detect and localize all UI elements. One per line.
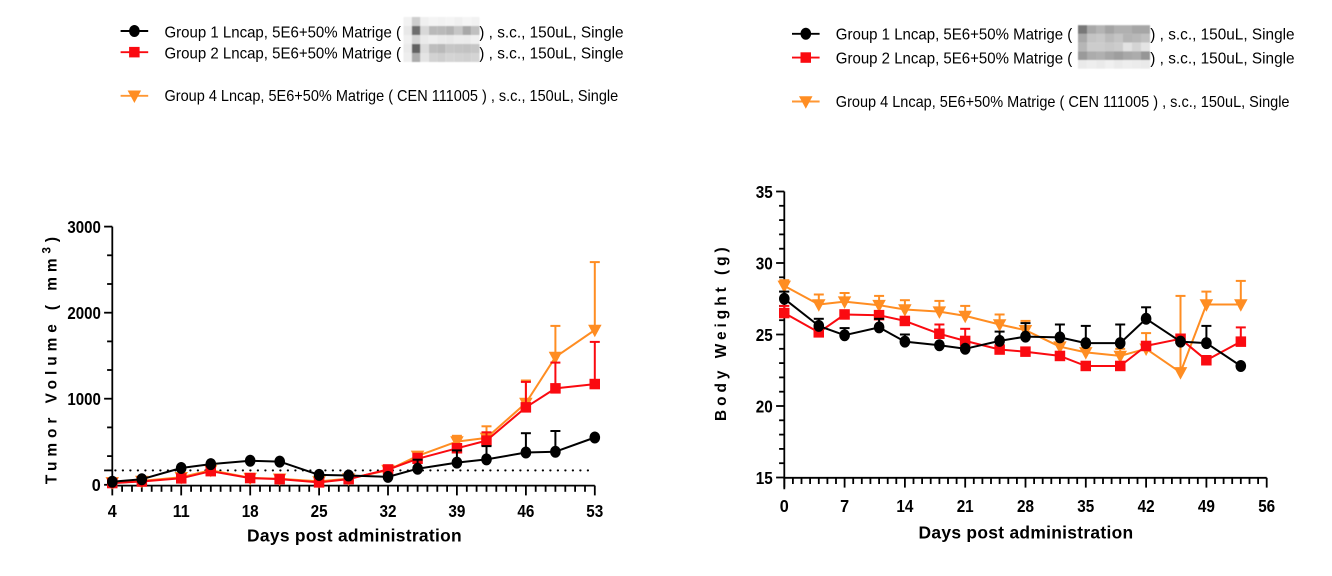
- svg-text:39: 39: [448, 501, 465, 521]
- svg-text:7: 7: [840, 496, 849, 516]
- svg-text:) , s.c., 150uL, Single: ) , s.c., 150uL, Single: [479, 25, 623, 42]
- svg-text:) , s.c., 150uL, Single: ) , s.c., 150uL, Single: [479, 45, 623, 62]
- svg-text:4: 4: [108, 501, 117, 521]
- svg-text:42: 42: [1138, 496, 1155, 516]
- svg-text:Group 1 Lncap, 5E6+50% Matrige: Group 1 Lncap, 5E6+50% Matrige (: [836, 27, 1073, 44]
- svg-text:25: 25: [756, 325, 773, 345]
- svg-text:28: 28: [1017, 496, 1034, 516]
- svg-text:0: 0: [92, 475, 101, 495]
- svg-text:Tumor Volume ( mm3): Tumor Volume ( mm3): [42, 232, 61, 484]
- svg-text:15: 15: [756, 468, 773, 488]
- svg-text:18: 18: [242, 501, 259, 521]
- svg-text:21: 21: [957, 496, 974, 516]
- svg-text:Group 4 Lncap, 5E6+50% Matrige: Group 4 Lncap, 5E6+50% Matrige ( CEN 111…: [165, 88, 619, 105]
- svg-text:30: 30: [756, 253, 773, 273]
- svg-text:Body Weight (g): Body Weight (g): [713, 243, 730, 421]
- svg-text:) , s.c., 150uL, Single: ) , s.c., 150uL, Single: [1150, 50, 1294, 67]
- svg-text:) , s.c., 150uL, Single: ) , s.c., 150uL, Single: [1150, 27, 1294, 44]
- svg-text:Group 2 Lncap, 5E6+50% Matrige: Group 2 Lncap, 5E6+50% Matrige (: [836, 50, 1073, 67]
- svg-text:25: 25: [311, 501, 328, 521]
- svg-text:49: 49: [1198, 496, 1215, 516]
- svg-text:Group 1 Lncap, 5E6+50% Matrige: Group 1 Lncap, 5E6+50% Matrige (: [165, 25, 402, 42]
- svg-text:Group 2 Lncap, 5E6+50% Matrige: Group 2 Lncap, 5E6+50% Matrige (: [165, 45, 402, 62]
- svg-text:11: 11: [173, 501, 190, 521]
- svg-text:35: 35: [756, 182, 773, 202]
- svg-text:56: 56: [1258, 496, 1275, 516]
- svg-text:0: 0: [780, 496, 789, 516]
- svg-text:53: 53: [586, 501, 603, 521]
- svg-text:Days post administration: Days post administration: [247, 526, 462, 546]
- svg-text:35: 35: [1077, 496, 1094, 516]
- svg-text:Group 4 Lncap, 5E6+50% Matrige: Group 4 Lncap, 5E6+50% Matrige ( CEN 111…: [836, 94, 1290, 111]
- svg-text:14: 14: [896, 496, 913, 516]
- svg-text:2000: 2000: [67, 303, 101, 323]
- svg-text:20: 20: [756, 396, 773, 416]
- svg-text:Days post administration: Days post administration: [919, 523, 1134, 543]
- svg-text:32: 32: [380, 501, 397, 521]
- svg-text:1000: 1000: [67, 389, 101, 409]
- svg-text:3000: 3000: [67, 217, 101, 237]
- svg-text:46: 46: [517, 501, 534, 521]
